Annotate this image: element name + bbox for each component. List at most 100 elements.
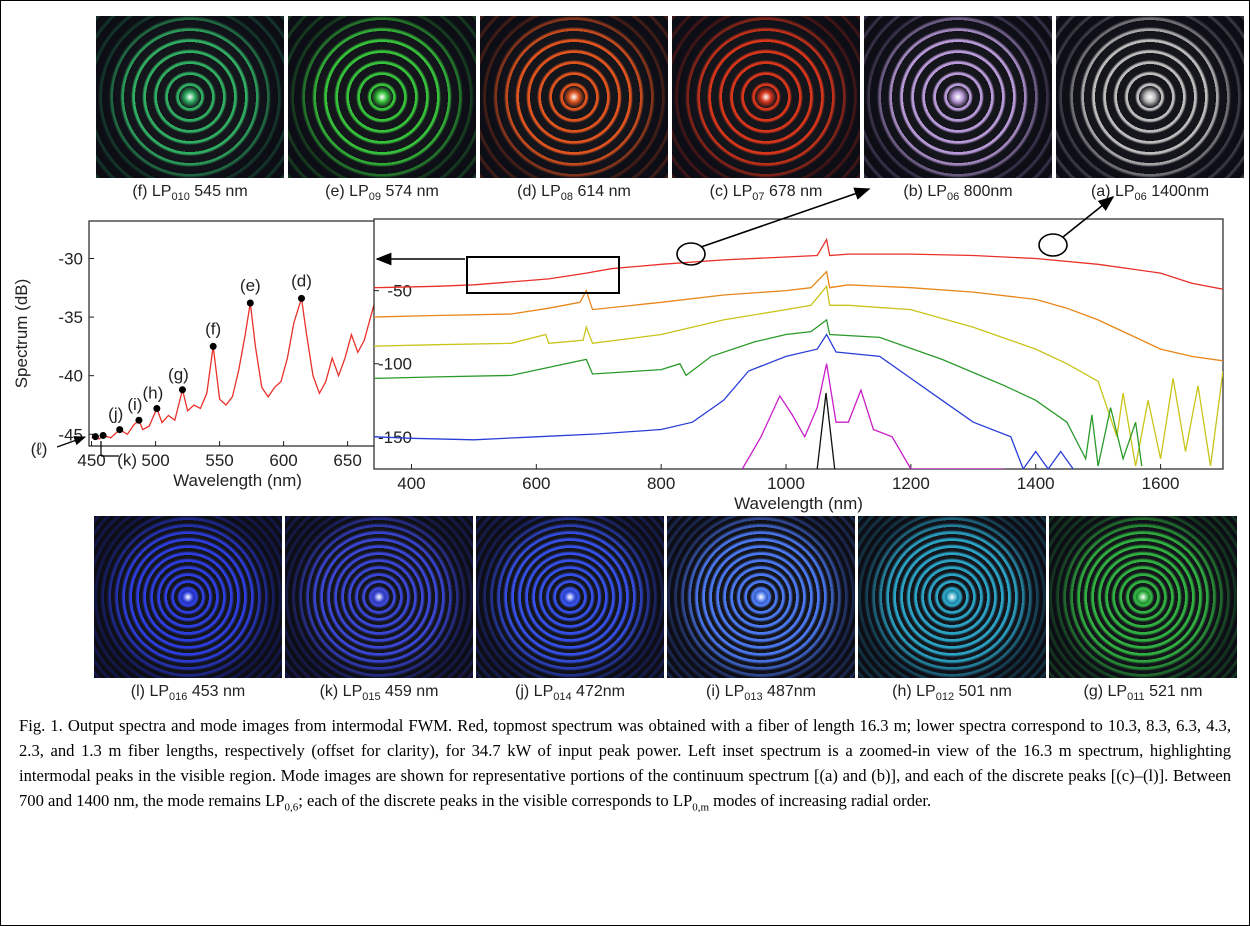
- mode-tag: (f) LP: [132, 183, 172, 200]
- mode-label: (j) LP014 472nm: [475, 683, 665, 703]
- peak-label: (d): [291, 271, 312, 290]
- mode-wavelength: 545 nm: [189, 183, 248, 200]
- mode-label: (l) LP016 453 nm: [93, 683, 283, 703]
- y-tick-label: -40: [58, 367, 83, 386]
- plots: 450 500 550 600 650 -30 -35 -40 -45 (ℓ) (k) (j) (i) (…: [12, 187, 1224, 513]
- spectrum-line: [374, 318, 1143, 467]
- mode-image: [667, 516, 855, 678]
- mode-image: [476, 516, 664, 678]
- spectrum-line: [741, 363, 1005, 469]
- mode-subscript: 016: [169, 691, 188, 704]
- peak-marker: [178, 386, 186, 394]
- y-axis-label: Spectrum (dB): [12, 279, 31, 389]
- mode-image: [96, 16, 284, 178]
- mode-tag: (h) LP: [892, 683, 936, 700]
- mode-subscript: 09: [368, 191, 381, 204]
- y-tick-label: -50: [387, 282, 412, 301]
- x-tick-label: 450: [77, 451, 105, 470]
- mode-subscript: 06: [946, 191, 960, 204]
- peak-label: (k): [117, 450, 137, 469]
- mode-image: [858, 516, 1046, 678]
- zoom-box: [466, 256, 620, 294]
- arrow: [700, 187, 871, 248]
- mode-subscript: 014: [553, 691, 572, 704]
- mode-wavelength: 501 nm: [954, 683, 1012, 700]
- x-tick-label: 1200: [892, 474, 930, 493]
- peak-label: (j): [108, 405, 123, 424]
- x-tick-label: 550: [205, 451, 233, 470]
- x-tick-label: 800: [647, 474, 675, 493]
- peak-marker: [153, 405, 161, 412]
- arrow: [1062, 196, 1115, 238]
- mode-image: [672, 16, 860, 178]
- mode-tag: (j) LP: [515, 683, 554, 700]
- x-tick-label: 1400: [1017, 474, 1055, 493]
- mode-tag: (a) LP: [1090, 183, 1135, 200]
- x-tick-label: 500: [141, 451, 169, 470]
- mode-tag: (c) LP: [709, 183, 753, 200]
- peak-marker: [209, 342, 217, 350]
- y-tick-label: -100: [378, 355, 412, 374]
- mode-wavelength: 574 nm: [381, 183, 439, 200]
- mode-tag: (e) LP: [325, 183, 369, 200]
- peak-marker: [135, 416, 143, 424]
- peak-label: (g): [168, 365, 189, 384]
- mode-wavelength: 453 nm: [187, 683, 246, 700]
- mode-tag: (d) LP: [517, 183, 561, 200]
- mode-image: [1056, 16, 1244, 178]
- mode-wavelength: 472nm: [571, 683, 625, 700]
- mode-wavelength: 678 nm: [764, 183, 823, 200]
- circle-marker: [1038, 233, 1068, 257]
- mode-image: [480, 16, 668, 178]
- y-tick-label: -35: [58, 308, 83, 327]
- peak-marker: [116, 426, 124, 434]
- mode-wavelength: 521 nm: [1144, 683, 1203, 700]
- peak-marker: [298, 294, 306, 302]
- mode-label: (i) LP013 487nm: [666, 683, 856, 703]
- mode-wavelength: 614 nm: [573, 183, 631, 200]
- caption-sub: 0,6: [284, 801, 299, 814]
- y-tick-label: -45: [58, 425, 83, 444]
- caption-text: ; each of the discrete peaks in the visi…: [298, 791, 693, 810]
- mode-image: [864, 16, 1052, 178]
- arrow: [56, 436, 87, 448]
- peak-label: (i): [127, 395, 142, 414]
- caption-text: modes of increasing radial order.: [709, 791, 932, 810]
- mode-tag: (i) LP: [706, 683, 745, 700]
- mode-subscript: 013: [744, 691, 763, 704]
- mode-wavelength: 459 nm: [380, 683, 439, 700]
- x-axis-label: Wavelength (nm): [173, 471, 302, 490]
- mode-label: (f) LP010 545 nm: [95, 183, 285, 203]
- spectrum-line: [374, 333, 1074, 469]
- spectrum-line: [374, 284, 1223, 467]
- mode-label: (k) LP015 459 nm: [284, 683, 474, 703]
- x-tick-label: 600: [522, 474, 550, 493]
- x-tick-label: 650: [333, 451, 361, 470]
- peak-label: (e): [240, 276, 261, 295]
- mode-label: (e) LP09 574 nm: [287, 183, 477, 203]
- mode-subscript: 08: [560, 191, 573, 204]
- x-tick-label: 1600: [1142, 474, 1180, 493]
- mode-subscript: 010: [171, 191, 190, 204]
- x-tick-label: 1000: [767, 474, 805, 493]
- mode-image: [288, 16, 476, 178]
- spectrum-line: [374, 270, 1223, 362]
- mode-label: (d) LP08 614 nm: [479, 183, 669, 203]
- y-tick-label: -30: [58, 250, 83, 269]
- mode-image: [94, 516, 282, 678]
- peak-marker: [99, 431, 107, 439]
- mode-label: (a) LP06 1400nm: [1055, 183, 1245, 203]
- series-group: [374, 237, 1223, 469]
- peak-label: (ℓ): [31, 440, 48, 459]
- mode-wavelength: 800nm: [959, 183, 1013, 200]
- mode-wavelength: 487nm: [762, 683, 816, 700]
- mode-label: (b) LP06 800nm: [863, 183, 1053, 203]
- caption-text: Fig. 1. Output spectra and mode images f…: [19, 716, 1231, 810]
- mode-tag: (l) LP: [130, 683, 170, 700]
- mode-image: [1049, 516, 1237, 678]
- x-tick-label: 600: [269, 451, 297, 470]
- mode-tag: (k) LP: [319, 683, 363, 700]
- mode-label: (h) LP012 501 nm: [857, 683, 1047, 703]
- peak-marker: [91, 433, 99, 441]
